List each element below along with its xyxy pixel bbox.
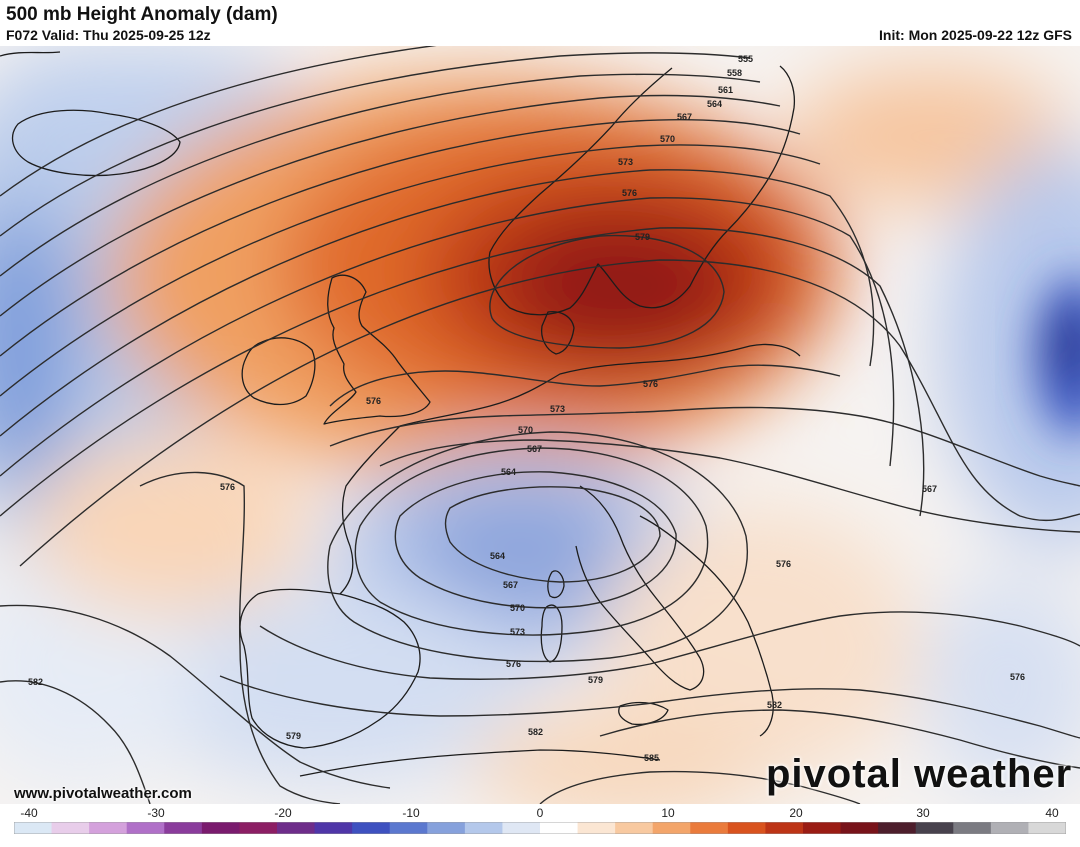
greenland-edge (0, 51, 61, 57)
colorbar-labels: -40 -30 -20 -10 0 10 20 30 40 (0, 806, 1080, 820)
italy-coast (575, 485, 705, 691)
contour-label: 570 (660, 134, 675, 144)
header: 500 mb Height Anomaly (dam) F072 Valid: … (0, 0, 1080, 46)
contour-label: 582 (767, 700, 782, 710)
contour-label: 564 (490, 551, 505, 561)
colorbar-swatch (727, 822, 767, 834)
colorbar-swatch (352, 822, 391, 834)
continental-coast (399, 343, 801, 427)
contour-label: 585 (644, 753, 659, 763)
colorbar-swatch (577, 822, 616, 834)
colorbar-swatch (89, 822, 128, 834)
contour-label: 579 (635, 232, 650, 242)
scandinavia-coast (488, 65, 796, 316)
contour-label: 570 (510, 603, 525, 613)
contour-label: 561 (718, 85, 733, 95)
contour-label: 567 (922, 484, 937, 494)
denmark-coast (540, 310, 575, 355)
colorbar-tick: -20 (274, 806, 292, 820)
contour-label: 576 (643, 379, 658, 389)
contour-label: 579 (588, 675, 603, 685)
colorbar-swatch (652, 822, 691, 834)
colorbar-swatch (427, 822, 466, 834)
corsica-coast (547, 570, 565, 599)
colorbar-swatch (51, 822, 90, 834)
contour-label: 564 (501, 467, 516, 477)
colorbar-swatch (953, 822, 992, 834)
colorbar-swatch (201, 822, 241, 834)
brand-logo: pivotal weather (766, 752, 1073, 796)
contour-label: 582 (528, 727, 543, 737)
colorbar-swatch (502, 822, 541, 834)
valid-time: F072 Valid: Thu 2025-09-25 12z (6, 27, 211, 43)
coastlines (0, 51, 801, 777)
colorbar-tick: -40 (20, 806, 38, 820)
iberia-coast (239, 588, 421, 749)
contour-label: 567 (677, 112, 692, 122)
colorbar-swatch (915, 822, 954, 834)
height-anomaly-map[interactable]: 555 558 561 564 567 570 573 576 579 576 … (0, 46, 1080, 804)
great-britain-coast (323, 274, 431, 425)
contour-label: 582 (28, 677, 43, 687)
colorbar-swatch (14, 822, 53, 834)
colorbar-swatch (690, 822, 729, 834)
colorbar-swatch (878, 822, 917, 834)
init-time: Init: Mon 2025-09-22 12z GFS (879, 27, 1072, 43)
colorbar-swatch (464, 822, 504, 834)
contour-label: 576 (506, 659, 521, 669)
colorbar-tick: 40 (1045, 806, 1059, 820)
height-contours (0, 46, 1080, 804)
contour-labels: 555 558 561 564 567 570 573 576 579 576 … (28, 54, 1025, 763)
contour-label: 555 (738, 54, 753, 64)
colorbar-swatch (540, 822, 579, 834)
colorbar-tick: 0 (536, 806, 544, 820)
contour-label: 570 (518, 425, 533, 435)
colorbar-swatch (1028, 822, 1066, 834)
contour-label: 576 (366, 396, 381, 406)
north-africa-coast (299, 749, 661, 777)
page-title: 500 mb Height Anomaly (dam) (6, 4, 278, 25)
anomaly-shading (0, 46, 1080, 804)
contour-label: 576 (220, 482, 235, 492)
contour-label: 564 (707, 99, 722, 109)
colorbar-swatch (164, 822, 203, 834)
contour-label: 567 (527, 444, 542, 454)
contour-label: 576 (622, 188, 637, 198)
contour-label: 558 (727, 68, 742, 78)
colorbar (14, 822, 1066, 834)
balkan-coast (639, 515, 774, 737)
colorbar-tick: -30 (147, 806, 165, 820)
iceland-coast (11, 109, 181, 177)
colorbar-swatch (314, 822, 353, 834)
colorbar-swatch (239, 822, 278, 834)
colorbar-swatch (277, 822, 316, 834)
contour-label: 579 (286, 731, 301, 741)
colorbar-swatch (389, 822, 428, 834)
colorbar-tick: -10 (402, 806, 420, 820)
colorbar-swatch (126, 822, 165, 834)
website-link[interactable]: www.pivotalweather.com (14, 785, 192, 802)
colorbar-swatch (990, 822, 1030, 834)
france-biscay-coast (339, 425, 401, 595)
contour-label: 576 (776, 559, 791, 569)
colorbar-tick: 30 (916, 806, 930, 820)
contour-label: 573 (510, 627, 525, 637)
colorbar-tick: 20 (789, 806, 803, 820)
contour-label: 576 (1010, 672, 1025, 682)
contour-label: 573 (618, 157, 633, 167)
colorbar-swatch (803, 822, 842, 834)
colorbar-swatch (840, 822, 879, 834)
sicily-coast (618, 701, 669, 726)
ireland-coast (241, 337, 316, 406)
colorbar-swatch (765, 822, 804, 834)
colorbar-swatch (615, 822, 654, 834)
colorbar-tick: 10 (661, 806, 675, 820)
contour-label: 573 (550, 404, 565, 414)
contour-label: 567 (503, 580, 518, 590)
